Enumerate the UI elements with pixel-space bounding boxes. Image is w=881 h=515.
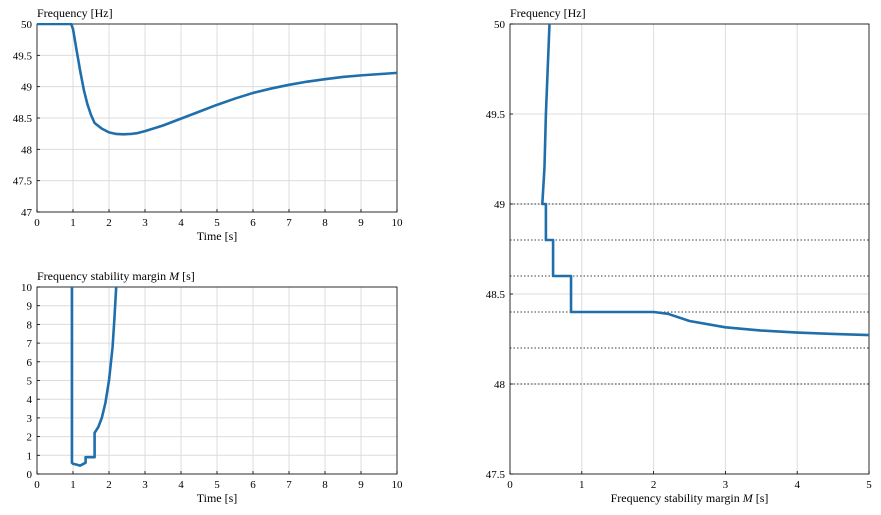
- x-tick-label: 4: [794, 479, 800, 491]
- x-tick-label: 7: [286, 217, 292, 229]
- y-tick-label: 47.5: [13, 176, 33, 188]
- x-tick-label: 8: [322, 479, 328, 491]
- x-tick-label: 4: [178, 479, 184, 491]
- y-tick-label: 0: [27, 469, 33, 481]
- series-line: [70, 286, 118, 467]
- x-tick-label: 10: [392, 479, 404, 491]
- x-tick-label: 3: [142, 217, 148, 229]
- x-tick-label: 8: [322, 217, 328, 229]
- y-tick-label: 5: [27, 376, 33, 388]
- y-tick-label: 49.5: [486, 109, 506, 121]
- x-tick-label: 3: [142, 479, 148, 491]
- y-tick-label: 49.5: [13, 50, 33, 62]
- x-tick-label: 2: [651, 479, 657, 491]
- y-tick-label: 8: [27, 319, 33, 331]
- series-line: [37, 23, 397, 136]
- x-tick-label: 10: [392, 217, 404, 229]
- x-tick-label: 6: [250, 217, 256, 229]
- chart-freq-margin: 0 1 2 3 4 5 47.5 48 48.5 49 49.5 50 Frequency [Hz] Fr…: [486, 6, 873, 505]
- x-axis-label: Time [s]: [197, 229, 238, 243]
- chart-margin-time: 0 1 2 3 4 5 6 7 8 9 10 0 1 2 3 4 5 6 7 8 9 10 Frequency stabil…: [21, 269, 403, 505]
- y-tick-label: 7: [27, 338, 33, 350]
- chart-title: Frequency stability margin M [s]: [37, 269, 195, 283]
- x-tick-label: 7: [286, 479, 292, 491]
- y-tick-label: 47: [21, 207, 33, 219]
- x-tick-label: 5: [214, 217, 220, 229]
- y-tick-label: 48: [494, 379, 506, 391]
- x-tick-label: 1: [579, 479, 585, 491]
- x-tick-label: 2: [106, 479, 112, 491]
- x-tick-label: 6: [250, 479, 256, 491]
- x-axis-label: Frequency stability margin M [s]: [611, 491, 769, 505]
- x-tick-label: 5: [214, 479, 220, 491]
- y-tick-label: 9: [27, 301, 33, 313]
- x-tick-label: 3: [723, 479, 729, 491]
- x-tick-label: 0: [34, 479, 40, 491]
- y-tick-label: 49: [21, 82, 33, 94]
- x-tick-label: 1: [70, 479, 76, 491]
- y-tick-label: 48: [21, 144, 33, 156]
- x-axis-label: Time [s]: [197, 491, 238, 505]
- y-tick-label: 3: [27, 413, 33, 425]
- x-tick-label: 4: [178, 217, 184, 229]
- chart-title: Frequency [Hz]: [510, 6, 586, 20]
- y-tick-label: 49: [494, 199, 506, 211]
- y-tick-label: 1: [27, 450, 33, 462]
- x-tick-label: 2: [106, 217, 112, 229]
- series-line: [541, 23, 869, 337]
- chart-title: Frequency [Hz]: [37, 6, 113, 20]
- x-tick-label: 5: [866, 479, 872, 491]
- x-tick-label: 1: [70, 217, 76, 229]
- y-tick-label: 50: [21, 19, 33, 31]
- x-tick-label: 9: [358, 479, 364, 491]
- x-tick-label: 9: [358, 217, 364, 229]
- y-tick-label: 2: [27, 432, 33, 444]
- y-tick-label: 6: [27, 357, 33, 369]
- y-tick-label: 48.5: [13, 113, 33, 125]
- y-tick-label: 4: [27, 394, 33, 406]
- chart-freq-time: 0 1 2 3 4 5 6 7 8 9 10 47 47.5 48 48.5 49 49.5 50 Frequenc…: [13, 6, 403, 243]
- y-tick-label: 48.5: [486, 289, 506, 301]
- y-tick-label: 10: [21, 282, 33, 294]
- x-tick-label: 0: [507, 479, 513, 491]
- plot-frame: [509, 23, 870, 475]
- x-tick-label: 0: [34, 217, 40, 229]
- y-tick-label: 50: [494, 19, 506, 31]
- y-tick-label: 47.5: [486, 469, 506, 481]
